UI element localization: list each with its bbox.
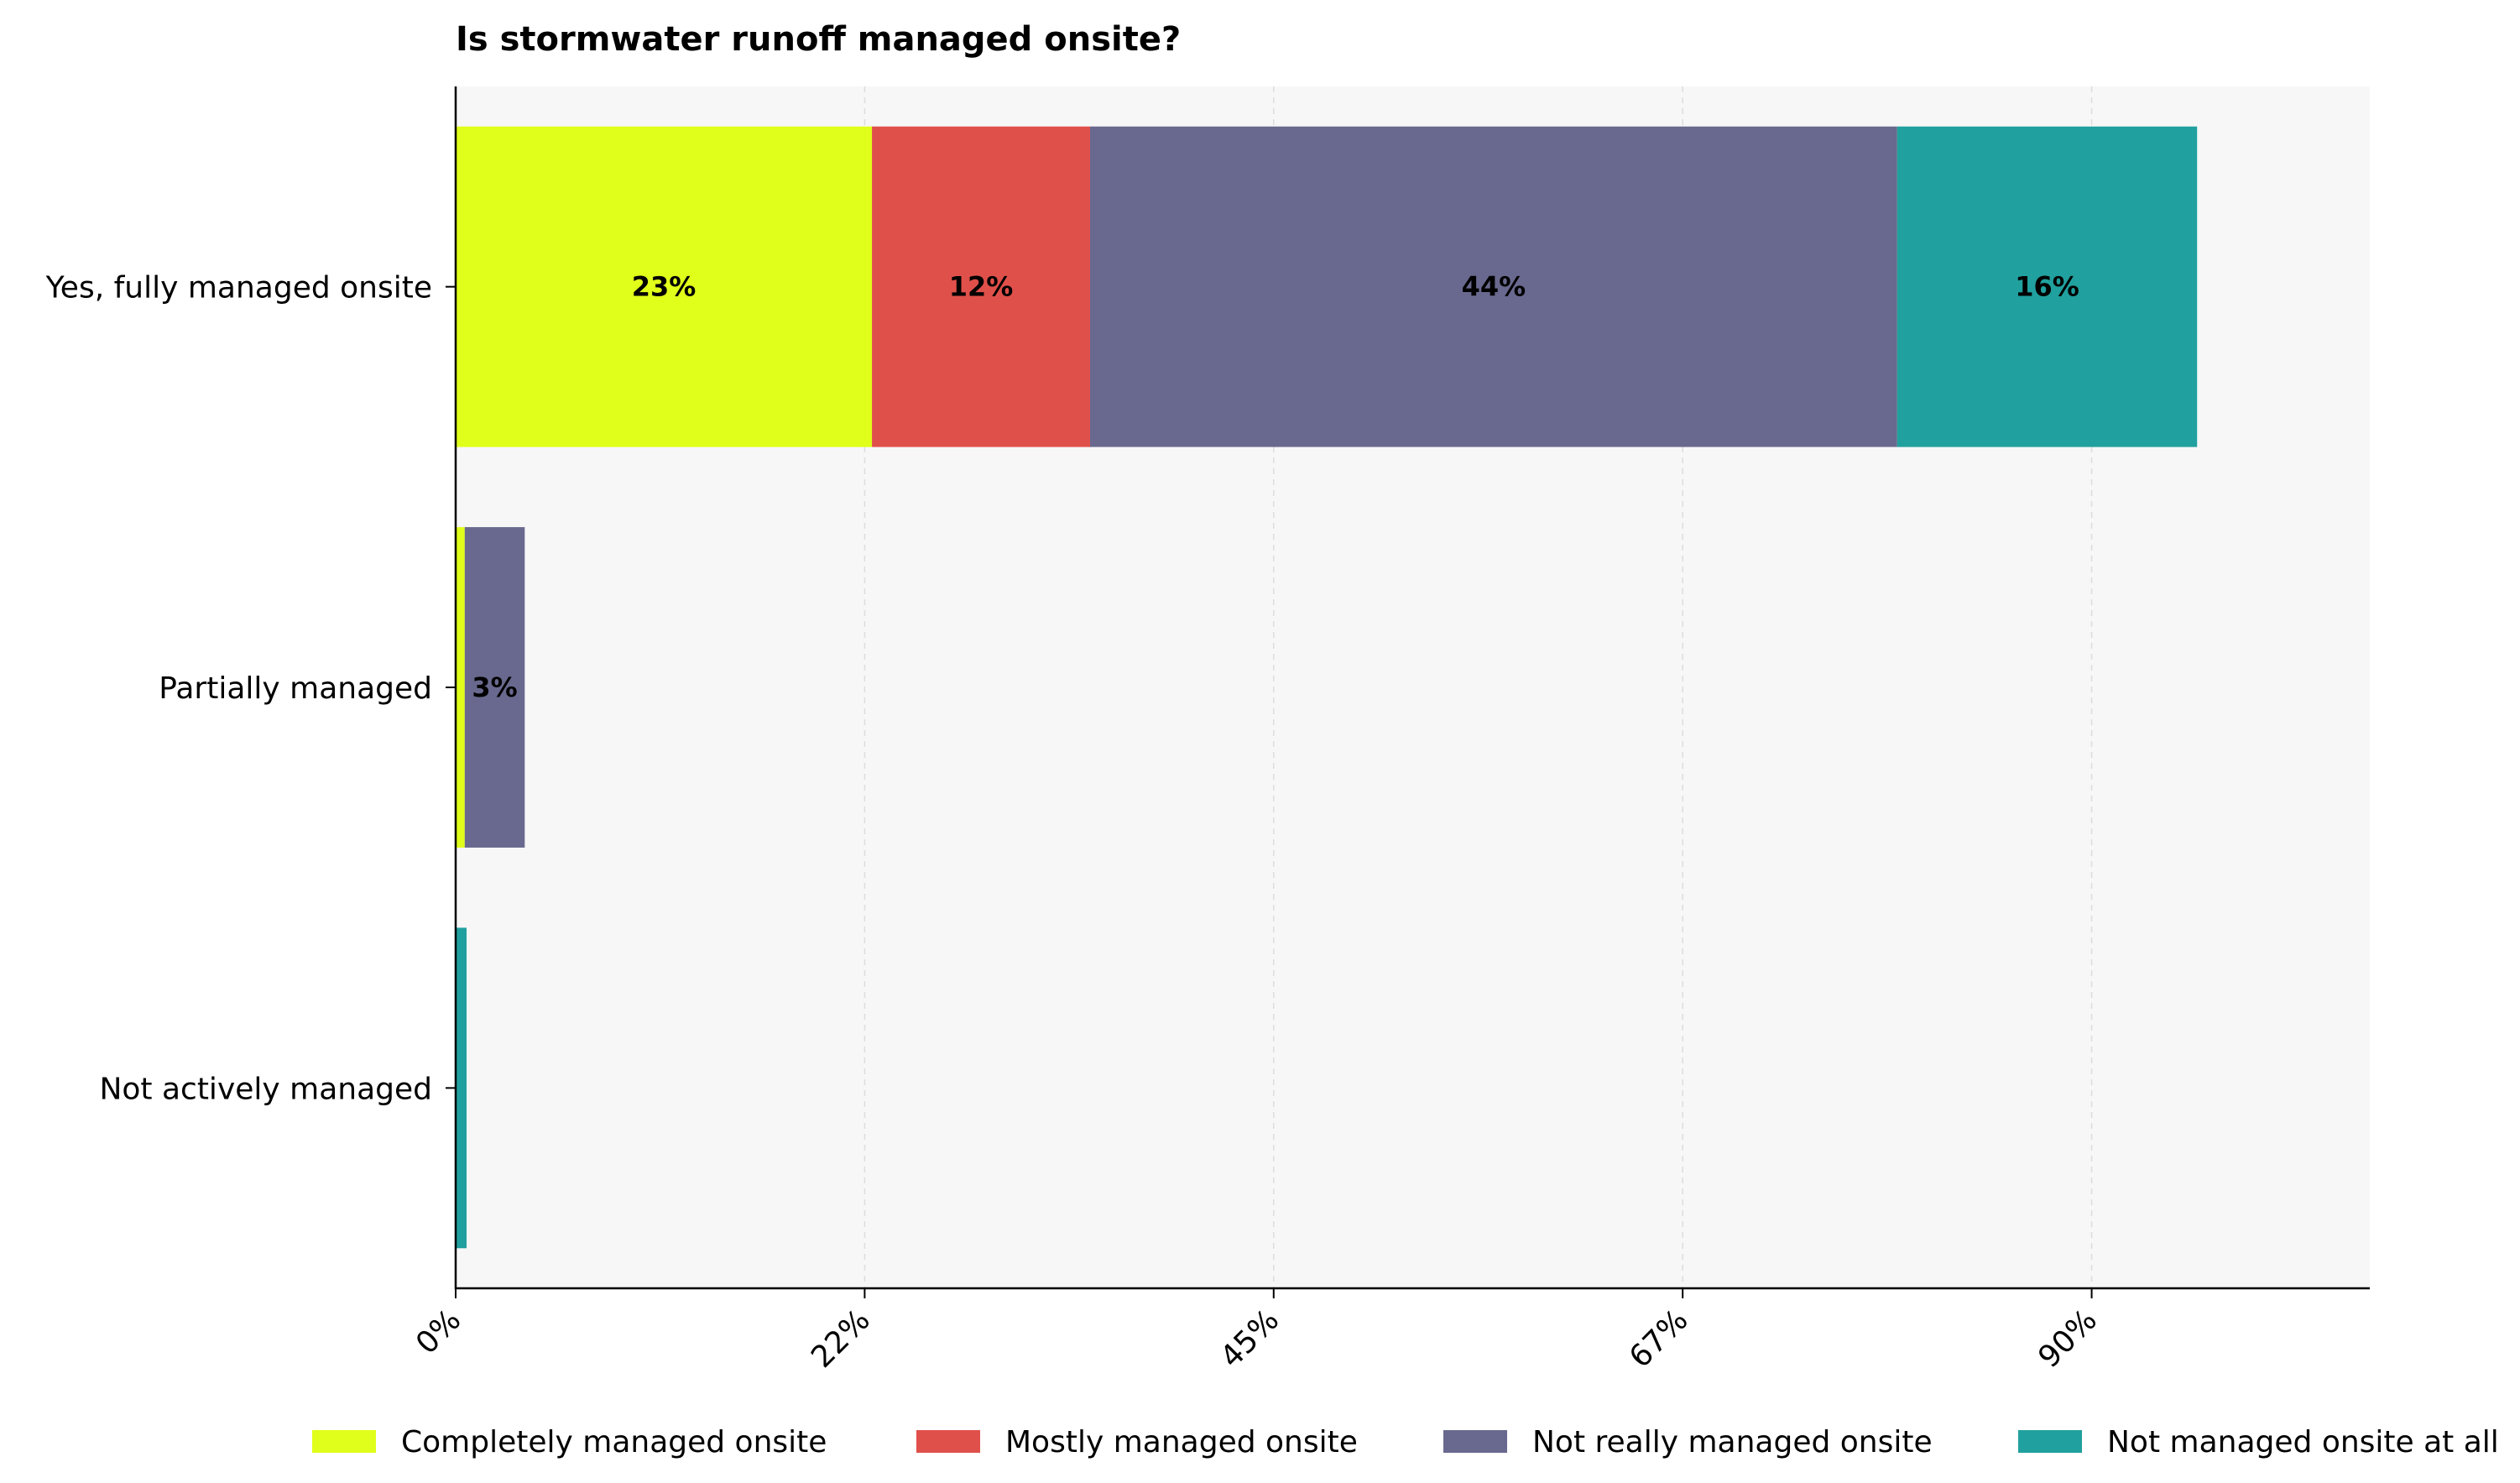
legend-label: Not managed onsite at all [2107, 1425, 2499, 1460]
data-label: 3% [472, 671, 517, 703]
bar-segment [872, 126, 1091, 447]
x-tick-label: 67% [1623, 1303, 1695, 1375]
y-tick-labels: Yes, fully managed onsite Partially manag… [45, 271, 432, 1107]
bar-segment [1897, 126, 2198, 447]
data-label: 12% [949, 271, 1014, 303]
legend-swatch [916, 1430, 980, 1453]
legend-swatch [312, 1430, 376, 1453]
legend-label: Not really managed onsite [1532, 1425, 1933, 1460]
legend-label: Completely managed onsite [401, 1425, 827, 1460]
x-tick-label: 0% [410, 1303, 467, 1360]
legend-swatch [2018, 1430, 2082, 1453]
y-tick-label: Yes, fully managed onsite [45, 271, 432, 305]
data-label: 16% [2015, 271, 2079, 303]
chart-title: Is stormwater runoff managed onsite? [456, 20, 1181, 59]
y-tick-label: Not actively managed [99, 1072, 432, 1106]
bar-segment [456, 527, 465, 848]
bar-segment [1090, 126, 1897, 447]
axes [446, 86, 2370, 1298]
legend-label: Mostly managed onsite [1005, 1425, 1358, 1460]
data-label: 23% [632, 271, 697, 303]
data-label: 44% [1462, 271, 1526, 303]
x-tick-labels: 0% 22% 45% 67% 90% [410, 1303, 2104, 1375]
x-tick-label: 45% [1214, 1303, 1286, 1375]
bar-segment [464, 527, 525, 848]
legend: Completely managed onsite Mostly managed … [312, 1425, 2499, 1460]
bars [456, 126, 2198, 1249]
y-tick-label: Partially managed [159, 671, 432, 706]
bar-segment [456, 927, 467, 1249]
data-labels: 23% 12% 44% 16% 3% [472, 271, 2079, 703]
legend-swatch [1443, 1430, 1507, 1453]
x-tick-label: 22% [805, 1303, 877, 1375]
bar-segment [456, 126, 873, 447]
x-tick-label: 90% [2032, 1303, 2104, 1375]
